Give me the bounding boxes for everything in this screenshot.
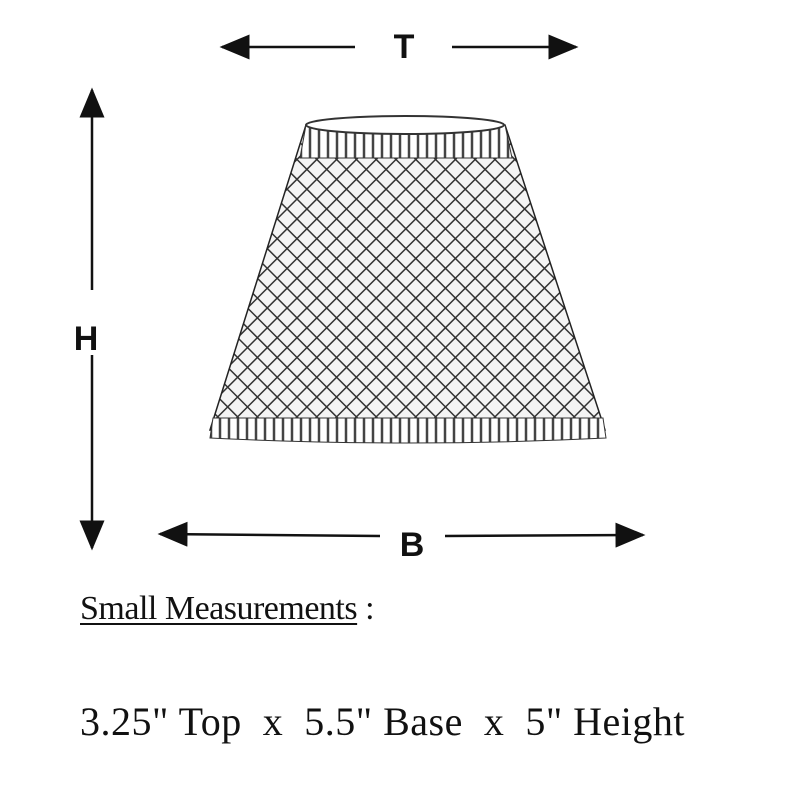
base-label: B	[400, 526, 425, 564]
measurements-text: 3.25" Top x 5.5" Base x 5" Height	[80, 699, 686, 744]
top-dimension: T	[219, 28, 579, 66]
lampshade-diagram: T H B	[74, 28, 646, 564]
height-label: H	[74, 320, 99, 358]
lampshade	[208, 115, 607, 444]
base-dimension: B	[157, 521, 646, 564]
height-dimension: H	[74, 87, 105, 551]
measurements-heading: Small Measurements :	[80, 590, 375, 628]
heading-colon: :	[357, 590, 375, 627]
top-label: T	[394, 28, 415, 66]
heading-title: Small Measurements	[80, 590, 358, 627]
